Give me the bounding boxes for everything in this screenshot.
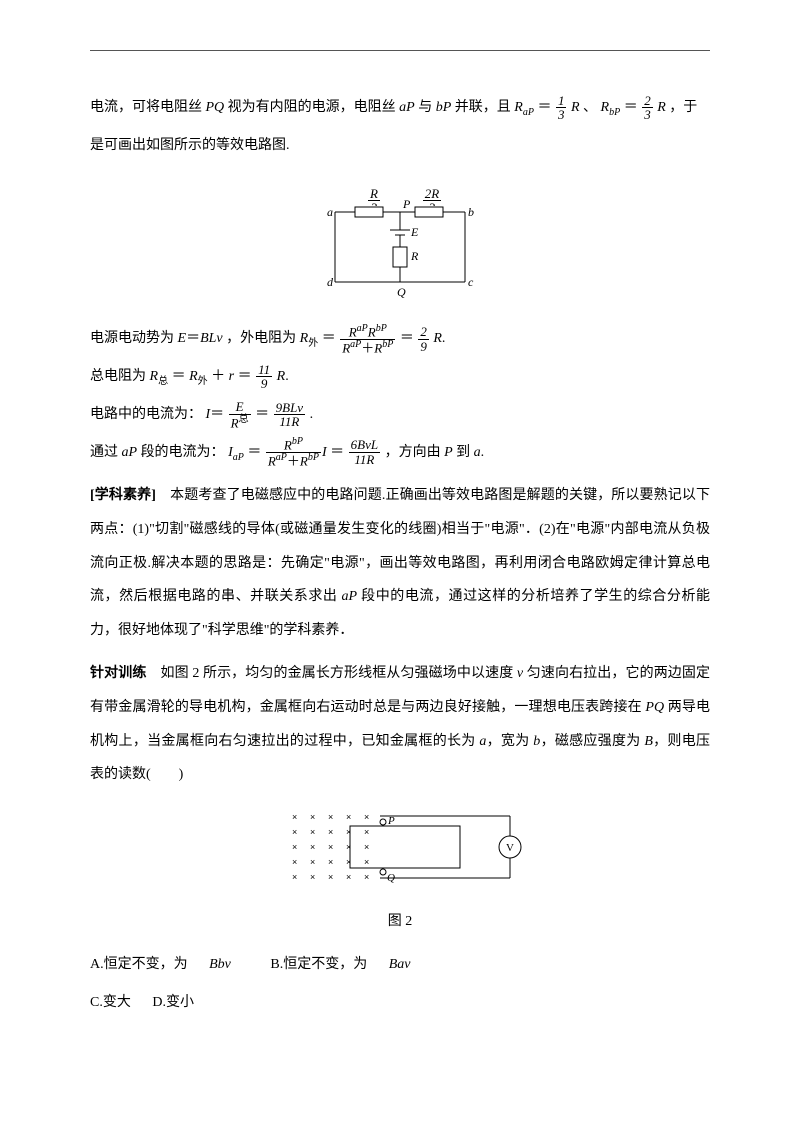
xksy-label: [学科素养] xyxy=(90,488,156,503)
svg-text:×: × xyxy=(346,812,351,822)
intro-paragraph-1: 电流，可将电阻丝 PQ 视为有内阻的电源，电阻丝 aP 与 bP 并联，且 Ra… xyxy=(90,91,710,125)
svg-text:×: × xyxy=(292,872,297,882)
svg-text:Q: Q xyxy=(387,872,395,884)
svg-text:×: × xyxy=(328,842,333,852)
sub: bP xyxy=(609,107,620,118)
sep: 、 xyxy=(583,100,597,115)
eq: ＝ xyxy=(537,100,551,115)
svg-text:×: × xyxy=(346,842,351,852)
text: 并联，且 xyxy=(455,100,515,115)
figure-2: V P Q × × × × × × × × × × × × × × × × × × × × × × × × × 图 2 xyxy=(90,802,710,939)
svg-text:×: × xyxy=(310,872,315,882)
practice-label: 针对训练 xyxy=(90,666,146,681)
figure2-svg: V P Q × × × × × × × × × × × × × × × × × × × × × × × × × xyxy=(270,802,530,897)
svg-text:×: × xyxy=(328,872,333,882)
svg-text:×: × xyxy=(292,842,297,852)
text: 电流，可将电阻丝 xyxy=(90,100,206,115)
xueke-suyang: [学科素养] 本题考查了电磁感应中的电路问题.正确画出等效电路图是解题的关键，所… xyxy=(90,479,710,647)
option-d: D.变小 xyxy=(152,995,194,1010)
svg-text:×: × xyxy=(346,827,351,837)
svg-text:d: d xyxy=(327,275,334,289)
fraction: 9BLv11R xyxy=(274,401,305,429)
var-pq: PQ xyxy=(206,100,225,115)
svg-text:×: × xyxy=(346,872,351,882)
svg-text:×: × xyxy=(310,857,315,867)
svg-text:×: × xyxy=(346,857,351,867)
svg-text:Q: Q xyxy=(397,285,406,299)
svg-text:P: P xyxy=(387,815,395,827)
fraction: 23 xyxy=(642,94,653,122)
svg-text:×: × xyxy=(310,827,315,837)
svg-text:×: × xyxy=(292,827,297,837)
text: ，于 xyxy=(669,100,697,115)
svg-text:P: P xyxy=(402,197,411,211)
fraction: RbP RaP＋RbP xyxy=(266,437,321,468)
fraction: 119 xyxy=(256,363,272,391)
svg-text:R: R xyxy=(410,249,419,263)
options-row-1: A.恒定不变，为 Bbv B.恒定不变，为 Bav xyxy=(90,948,710,982)
option-c: C.变大 xyxy=(90,995,131,1010)
svg-text:c: c xyxy=(468,275,474,289)
svg-text:×: × xyxy=(364,842,369,852)
equation-branch-current: 通过 aP 段的电流为： IaP ＝ RbP RaP＋RbP I ＝ 6BvL1… xyxy=(90,436,710,470)
svg-text:×: × xyxy=(292,857,297,867)
equation-total-r: 总电阻为 R总 ＝ R外 ＋ r ＝ 119 R. xyxy=(90,360,710,394)
var-r: R xyxy=(657,100,666,115)
eq: ＝ xyxy=(624,100,638,115)
fraction: ER总 xyxy=(229,400,251,430)
svg-text:×: × xyxy=(310,812,315,822)
svg-text:×: × xyxy=(364,812,369,822)
circuit-svg: a b P d c Q E R R3 2R3 xyxy=(315,182,485,302)
intro-paragraph-2: 是可画出如图所示的等效电路图. xyxy=(90,129,710,163)
svg-text:×: × xyxy=(328,827,333,837)
fraction: 29 xyxy=(418,325,429,353)
practice-problem: 针对训练 如图 2 所示，均匀的金属长方形线框从匀强磁场中以速度 v 匀速向右拉… xyxy=(90,657,710,791)
page: 电流，可将电阻丝 PQ 视为有内阻的电源，电阻丝 aP 与 bP 并联，且 Ra… xyxy=(0,0,800,1132)
circuit-figure: a b P d c Q E R R3 2R3 xyxy=(90,182,710,302)
var-rap: R xyxy=(514,100,523,115)
svg-text:×: × xyxy=(364,872,369,882)
horizontal-rule xyxy=(90,50,710,51)
fraction: RaPRbP RaP＋RbP xyxy=(340,324,395,355)
svg-text:V: V xyxy=(506,842,514,854)
sub: aP xyxy=(523,107,534,118)
text: 视为有内阻的电源，电阻丝 xyxy=(228,100,400,115)
equation-emf: 电源电动势为 E＝BLv ，外电阻为 R外 ＝ RaPRbP RaP＋RbP ＝… xyxy=(90,322,710,356)
var-rbp: R xyxy=(601,100,610,115)
svg-text:E: E xyxy=(410,225,419,239)
fraction: 6BvL11R xyxy=(349,438,380,466)
options-row-2: C.变大 D.变小 xyxy=(90,986,710,1020)
text: 与 xyxy=(418,100,436,115)
svg-text:×: × xyxy=(310,842,315,852)
svg-text:b: b xyxy=(468,205,474,219)
svg-text:×: × xyxy=(292,812,297,822)
fraction: 13 xyxy=(556,94,567,122)
option-a: A.恒定不变，为 Bbv xyxy=(90,957,249,972)
option-b: B.恒定不变，为 Bav xyxy=(270,957,428,972)
svg-text:×: × xyxy=(328,812,333,822)
var-r: R xyxy=(571,100,580,115)
svg-text:a: a xyxy=(327,205,333,219)
var-ap: aP xyxy=(399,100,415,115)
equation-current: 电路中的电流为： I＝ ER总 ＝ 9BLv11R . xyxy=(90,398,710,432)
svg-text:×: × xyxy=(364,857,369,867)
svg-text:×: × xyxy=(328,857,333,867)
svg-text:×: × xyxy=(364,827,369,837)
var-bp: bP xyxy=(436,100,452,115)
figure-2-caption: 图 2 xyxy=(90,905,710,939)
